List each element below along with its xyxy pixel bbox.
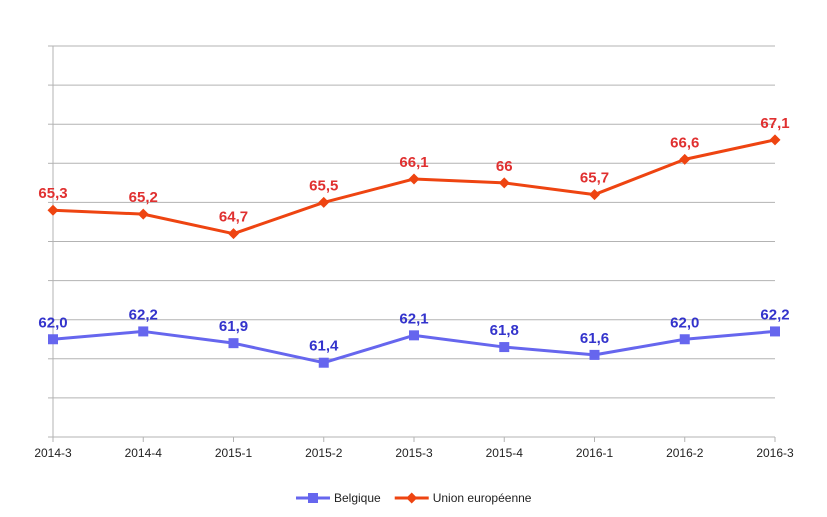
data-label: 65,2 (129, 189, 158, 206)
legend-label: Union européenne (433, 491, 532, 505)
data-point-square (48, 334, 58, 345)
data-label: 61,4 (309, 338, 339, 355)
legend: Belgique Union européenne (296, 491, 532, 505)
data-label: 62,1 (399, 310, 428, 327)
series-layer (47, 134, 781, 368)
legend-marker-square (308, 493, 318, 503)
data-labels: 62,0 62,2 61,9 61,4 62,1 61,8 61,6 62,0 62,2 65,3… (38, 115, 789, 355)
x-axis-tick-labels: 2014-3 2014-4 2015-1 2015-2 2015-3 2015-4 2016… (34, 446, 794, 460)
grid-lines (53, 45, 775, 438)
data-label: 62,2 (760, 306, 789, 323)
data-point-square (318, 357, 329, 368)
legend-item: Union européenne (394, 491, 532, 505)
data-label: 65,5 (309, 177, 338, 194)
x-tick-label: 2016-3 (756, 446, 794, 460)
data-label: 65,3 (38, 185, 67, 202)
series-belgique (48, 326, 780, 368)
x-tick-label: 2015-3 (395, 446, 433, 460)
data-point-diamond (47, 204, 59, 216)
axes (48, 45, 776, 442)
x-tick-label: 2015-2 (305, 446, 343, 460)
data-point-diamond (769, 134, 781, 146)
data-label: 66 (496, 158, 513, 175)
legend-item: Belgique (296, 491, 381, 505)
x-tick-label: 2014-3 (34, 446, 72, 460)
data-label: 61,6 (580, 330, 609, 347)
x-tick-label: 2015-4 (486, 446, 524, 460)
data-point-square (499, 342, 510, 353)
data-point-diamond (589, 189, 600, 201)
data-point-square (770, 326, 780, 337)
data-point-diamond (679, 153, 691, 165)
data-label: 61,9 (219, 318, 248, 335)
data-label: 62,2 (129, 306, 158, 323)
data-point-diamond (228, 228, 239, 240)
data-label: 62,0 (670, 314, 699, 331)
data-point-square (409, 330, 419, 341)
data-label: 66,1 (399, 154, 428, 171)
data-label: 64,7 (219, 209, 248, 226)
data-point-square (228, 338, 239, 349)
data-point-square (138, 326, 149, 337)
legend-marker-diamond (406, 492, 418, 504)
x-tick-label: 2014-4 (125, 446, 163, 460)
x-tick-label: 2016-2 (666, 446, 704, 460)
data-label: 62,0 (38, 314, 67, 331)
x-tick-label: 2016-1 (576, 446, 614, 460)
data-point-diamond (137, 208, 149, 220)
series-union-europ-enne (47, 134, 781, 240)
data-label: 65,7 (580, 170, 609, 187)
data-label: 66,6 (670, 134, 699, 151)
x-tick-label: 2015-1 (215, 446, 253, 460)
legend-label: Belgique (334, 491, 381, 505)
data-point-diamond (408, 173, 420, 185)
data-label: 61,8 (490, 322, 519, 339)
data-point-square (679, 334, 690, 345)
data-point-square (589, 349, 600, 360)
data-label: 67,1 (760, 115, 789, 132)
data-point-diamond (498, 177, 510, 189)
data-point-diamond (318, 196, 330, 208)
